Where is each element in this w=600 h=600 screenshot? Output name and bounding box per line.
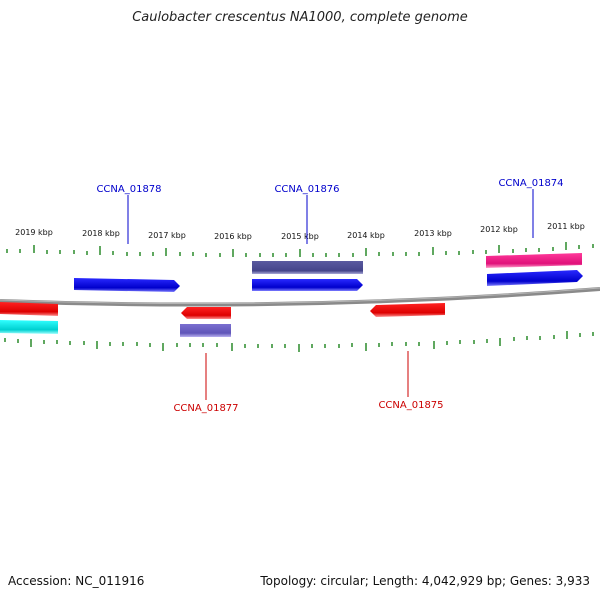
scale-label-2019: 2019 kbp bbox=[15, 228, 53, 237]
scale-label-2018: 2018 kbp bbox=[82, 229, 120, 238]
gene-ccna-01876[interactable] bbox=[252, 279, 363, 291]
scale-label-2015: 2015 kbp bbox=[281, 232, 319, 241]
scale-label-2016: 2016 kbp bbox=[214, 232, 252, 241]
lower-ticks bbox=[4, 331, 594, 352]
feature-lavender-lower[interactable] bbox=[180, 324, 231, 337]
scale-label-2013: 2013 kbp bbox=[414, 229, 452, 238]
feature-pink-upper[interactable] bbox=[486, 253, 582, 268]
genome-backbone bbox=[0, 287, 600, 307]
gene-red-left-edge[interactable] bbox=[0, 302, 58, 316]
scale-label-2014: 2014 kbp bbox=[347, 231, 385, 240]
gene-label-ccna-01874[interactable]: CCNA_01874 bbox=[498, 178, 563, 189]
genome-info-text: Topology: circular; Length: 4,042,929 bp… bbox=[260, 574, 590, 588]
gene-ccna-01874[interactable] bbox=[487, 270, 583, 286]
feature-cyan-left[interactable] bbox=[0, 320, 58, 334]
gene-ccna-01875[interactable] bbox=[370, 303, 445, 317]
gene-ccna-01878[interactable] bbox=[74, 278, 180, 292]
gene-label-ccna-01877[interactable]: CCNA_01877 bbox=[173, 403, 238, 414]
accession-text: Accession: NC_011916 bbox=[8, 574, 145, 588]
scale-label-2011: 2011 kbp bbox=[547, 222, 585, 231]
genome-title: Caulobacter crescentus NA1000, complete … bbox=[132, 10, 468, 25]
upper-ticks bbox=[6, 242, 594, 257]
feature-purple-upper[interactable] bbox=[252, 261, 363, 274]
gene-label-ccna-01878[interactable]: CCNA_01878 bbox=[96, 184, 161, 195]
gene-ccna-01877[interactable] bbox=[181, 307, 231, 319]
gene-label-ccna-01876[interactable]: CCNA_01876 bbox=[274, 184, 339, 195]
scale-label-2017: 2017 kbp bbox=[148, 231, 186, 240]
gene-label-ccna-01875[interactable]: CCNA_01875 bbox=[378, 400, 443, 411]
scale-label-2012: 2012 kbp bbox=[480, 225, 518, 234]
